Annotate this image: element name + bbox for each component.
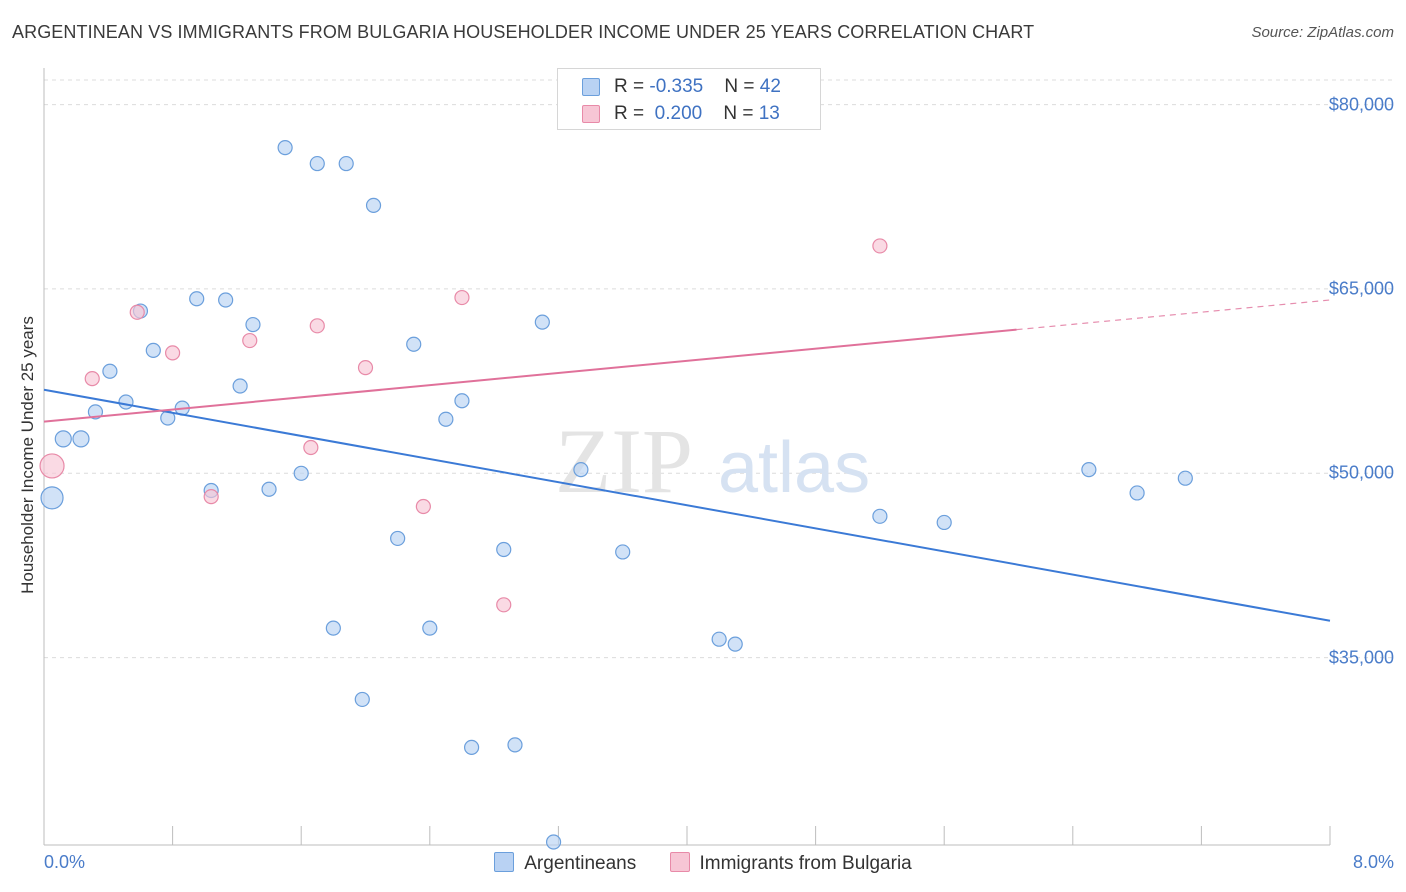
data-point (1177, 470, 1193, 486)
data-point (245, 316, 261, 333)
data-point (102, 363, 118, 379)
n-label: N = (723, 103, 759, 124)
n-value: 13 (758, 103, 780, 124)
data-point (534, 314, 550, 330)
r-value: 0.200 (649, 103, 703, 124)
n-label: N = (724, 76, 760, 97)
data-point (84, 371, 100, 387)
data-point (422, 620, 438, 636)
source-label: Source: ZipAtlas.com (1251, 24, 1394, 41)
data-point (277, 139, 293, 156)
trend-line-bulgaria (43, 328, 1017, 423)
legend-label: Immigrants from Bulgaria (699, 853, 912, 874)
data-point (40, 486, 64, 510)
data-point (727, 636, 743, 652)
data-point (203, 489, 219, 505)
data-point (242, 332, 258, 349)
data-point (454, 289, 470, 306)
data-point (293, 465, 309, 481)
data-point (218, 292, 234, 308)
data-point (87, 404, 104, 420)
data-point (232, 378, 248, 394)
data-point (261, 481, 277, 497)
data-point (303, 439, 319, 456)
data-point (573, 462, 589, 478)
data-point (390, 530, 406, 547)
chart-title: ARGENTINEAN VS IMMIGRANTS FROM BULGARIA … (12, 22, 1035, 42)
argentineans-swatch (582, 78, 600, 96)
data-point (496, 541, 512, 558)
data-point (711, 631, 727, 647)
r-label: R = (614, 103, 650, 124)
legend-item-argentineans: Argentineans (494, 852, 636, 875)
legend-label: Argentineans (524, 853, 637, 874)
data-point (145, 342, 161, 358)
data-point (354, 691, 370, 708)
y-tick-35000: $35,000 (1328, 647, 1394, 668)
watermark-zip: ZIP (555, 410, 693, 512)
r-value: -0.335 (649, 76, 704, 97)
data-point (872, 238, 888, 254)
y-tick-65000: $65,000 (1328, 278, 1394, 299)
y-tick-50000: $50,000 (1328, 462, 1394, 483)
bulgaria-legend-swatch (669, 852, 690, 872)
n-value: 42 (759, 76, 781, 97)
watermark-atlas: atlas (718, 428, 870, 508)
data-point (365, 197, 382, 213)
stats-legend: R = -0.335 N = 42 R = 0.200 N = 13 (557, 68, 821, 130)
data-point (1129, 485, 1145, 501)
data-point (406, 336, 422, 352)
series-legend: Argentineans Immigrants from Bulgaria (0, 852, 1406, 875)
data-point (357, 359, 374, 376)
data-point (496, 597, 512, 613)
data-point (545, 834, 562, 850)
data-point (615, 544, 631, 560)
bulgaria-swatch (582, 105, 600, 123)
y-tick-80000: $80,000 (1328, 94, 1394, 115)
data-point (129, 304, 145, 320)
legend-item-bulgaria: Immigrants from Bulgaria (669, 852, 912, 875)
data-point (463, 739, 480, 755)
argentineans-legend-swatch (494, 852, 515, 872)
data-point (338, 155, 354, 172)
data-point (507, 737, 523, 753)
r-label: R = (614, 76, 650, 97)
data-point (118, 394, 134, 410)
data-point (54, 430, 72, 448)
trend-line-bulgaria-extension (1016, 299, 1331, 331)
data-point (936, 514, 952, 531)
data-point (438, 411, 454, 427)
data-point (309, 318, 325, 334)
data-point (454, 393, 470, 409)
series-bulgaria (39, 238, 888, 613)
data-point (872, 508, 888, 524)
data-point (325, 620, 341, 636)
trend-line-argentineans (43, 388, 1331, 622)
grid-lines (44, 79, 1395, 659)
data-point (39, 453, 65, 479)
data-point (309, 155, 325, 172)
x-tick-min: 0.0% (44, 852, 86, 872)
data-point (415, 498, 431, 515)
watermark: ZIP atlas (555, 410, 870, 512)
data-point (165, 345, 181, 361)
data-point (189, 291, 205, 307)
x-tick-max: 8.0% (1352, 852, 1394, 872)
data-point (72, 430, 90, 448)
data-point (1081, 462, 1097, 478)
